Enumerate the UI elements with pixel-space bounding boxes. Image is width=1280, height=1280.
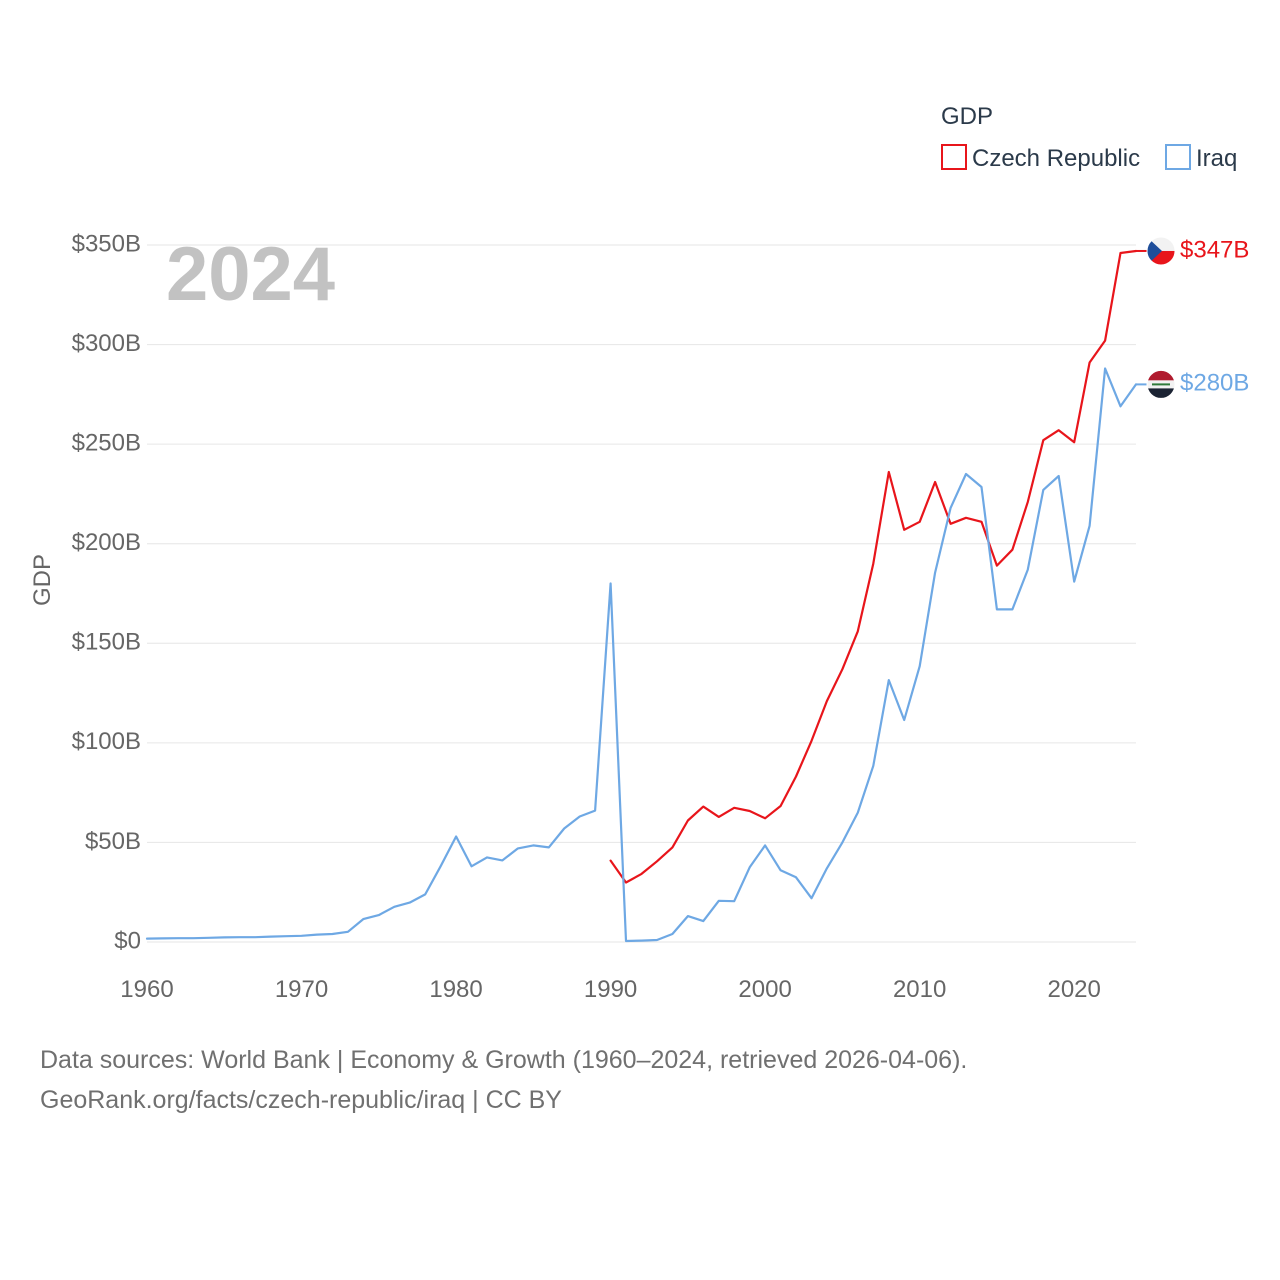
y-tick-label-2: $100B xyxy=(72,728,141,755)
source-line-2: GeoRank.org/facts/czech-republic/iraq | … xyxy=(40,1086,562,1114)
x-axis-ticks: 1960 1970 1980 1990 2000 2010 2020 xyxy=(120,976,1101,1003)
series-line-czech-republic[interactable] xyxy=(609,249,1138,884)
iraq-end-value: $280B xyxy=(1180,370,1249,397)
y-tick-label-7: $350B xyxy=(72,230,141,257)
czech-flag-icon xyxy=(1147,236,1175,265)
legend: GDP Czech Republic Iraq xyxy=(941,103,1237,172)
gridlines xyxy=(147,244,1136,943)
y-tick-label-1: $50B xyxy=(85,828,141,855)
x-tick-label-2000: 2000 xyxy=(738,976,791,1003)
legend-swatch-iraq xyxy=(1165,144,1191,170)
legend-item-iraq[interactable]: Iraq xyxy=(1165,144,1237,172)
legend-title: GDP xyxy=(941,103,993,130)
y-tick-label-4: $200B xyxy=(72,529,141,556)
x-tick-label-1960: 1960 xyxy=(120,976,173,1003)
y-tick-label-5: $250B xyxy=(72,429,141,456)
y-axis-ticks: $0 $50B $100B $150B $200B $250B $300B $350B xyxy=(72,230,141,954)
source-line-1: Data sources: World Bank | Economy & Gro… xyxy=(40,1046,968,1074)
y-tick-label-3: $150B xyxy=(72,629,141,656)
iraq-end-marker: $280B xyxy=(1136,370,1249,399)
gdp-line-chart: $0 $50B $100B $150B $200B $250B $300B $350B 196… xyxy=(29,103,1249,1003)
legend-label-iraq: Iraq xyxy=(1196,145,1237,172)
y-tick-label-0: $0 xyxy=(114,927,141,954)
series-lines xyxy=(145,249,1138,943)
x-tick-label-1990: 1990 xyxy=(584,976,637,1003)
y-axis-label: GDP xyxy=(29,554,56,606)
source-note: Data sources: World Bank | Economy & Gro… xyxy=(40,1040,967,1120)
x-tick-label-2010: 2010 xyxy=(893,976,946,1003)
year-label: 2024 xyxy=(166,232,335,317)
y-tick-label-6: $300B xyxy=(72,330,141,357)
iraq-flag-icon xyxy=(1147,370,1175,399)
legend-swatch-czech-republic xyxy=(941,144,967,170)
x-tick-label-1980: 1980 xyxy=(429,976,482,1003)
x-tick-label-2020: 2020 xyxy=(1047,976,1100,1003)
legend-item-czech-republic[interactable]: Czech Republic xyxy=(941,144,1140,172)
czech-republic-end-value: $347B xyxy=(1180,236,1249,263)
czech-republic-end-marker: $347B xyxy=(1136,236,1249,266)
end-markers: $347B $280B xyxy=(1136,236,1249,399)
series-line-iraq[interactable] xyxy=(145,367,1138,943)
x-tick-label-1970: 1970 xyxy=(275,976,328,1003)
legend-label-czech-republic: Czech Republic xyxy=(972,145,1140,172)
